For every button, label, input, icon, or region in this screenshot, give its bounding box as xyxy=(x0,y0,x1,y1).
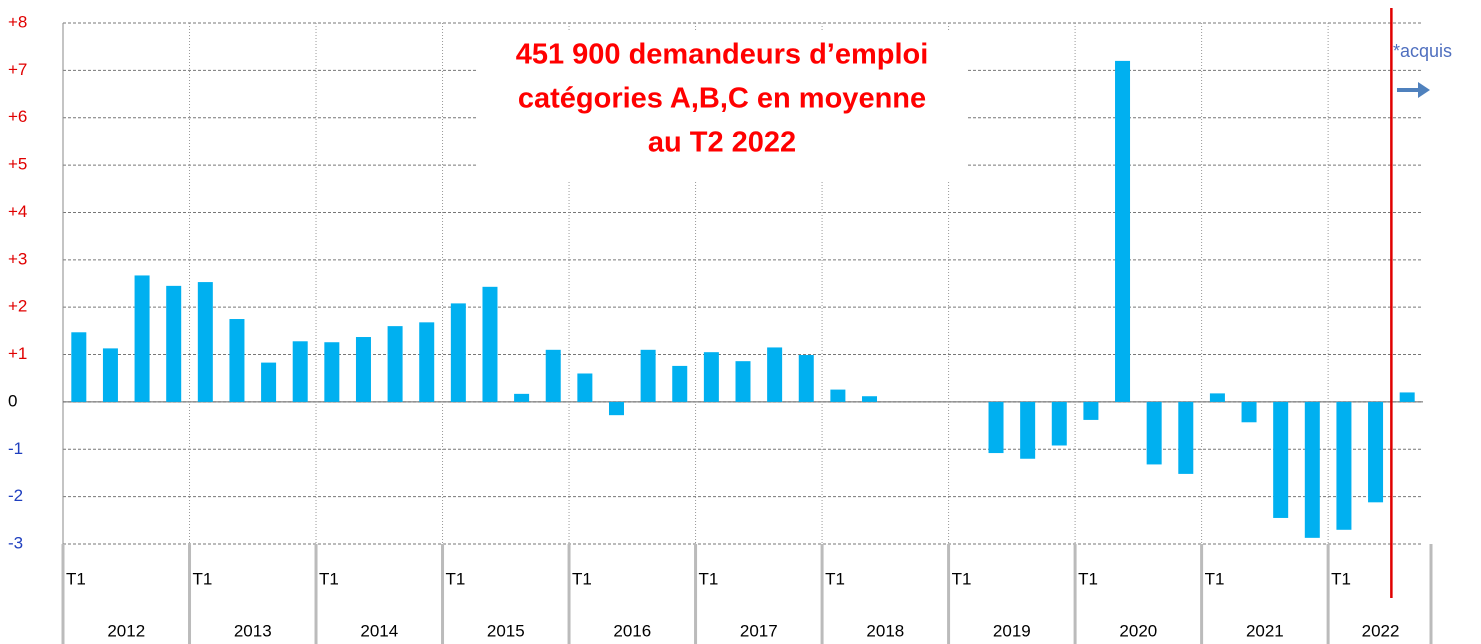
bar xyxy=(1051,401,1067,446)
y-tick-label: +3 xyxy=(8,249,27,268)
y-tick-label: +5 xyxy=(8,155,27,174)
bar xyxy=(166,285,182,402)
year-label: 2015 xyxy=(487,621,525,640)
bar xyxy=(1115,60,1131,402)
bar xyxy=(1273,401,1289,518)
bar xyxy=(514,393,530,402)
bar xyxy=(608,401,624,416)
bar xyxy=(71,332,87,402)
year-label: 2022 xyxy=(1362,621,1400,640)
bar xyxy=(1020,401,1036,459)
year-label: 2017 xyxy=(740,621,778,640)
y-tick-label: -1 xyxy=(8,439,23,458)
x-tick-label: T1 xyxy=(193,569,213,588)
year-label: 2012 xyxy=(107,621,145,640)
bar xyxy=(102,348,118,402)
x-tick-label: T1 xyxy=(1205,569,1225,588)
bar xyxy=(767,347,783,402)
bar xyxy=(1146,401,1162,465)
year-label: 2016 xyxy=(613,621,651,640)
year-label: 2014 xyxy=(360,621,398,640)
bar xyxy=(1209,393,1225,402)
chart-title: 451 900 demandeurs d’emploi xyxy=(516,39,929,71)
y-tick-label: +7 xyxy=(8,60,27,79)
year-label: 2021 xyxy=(1246,621,1284,640)
year-label: 2019 xyxy=(993,621,1031,640)
bar xyxy=(862,396,878,402)
x-tick-label: T1 xyxy=(952,569,972,588)
bar xyxy=(450,303,466,402)
bar xyxy=(292,341,308,402)
bar xyxy=(1241,401,1257,423)
x-tick-label: T1 xyxy=(319,569,339,588)
annotation: *acquis xyxy=(1393,41,1452,61)
bar xyxy=(419,322,435,402)
bar xyxy=(261,362,277,402)
x-tick-label: T1 xyxy=(699,569,719,588)
year-label: 2013 xyxy=(234,621,272,640)
x-tick-label: T1 xyxy=(1078,569,1098,588)
y-tick-label: +6 xyxy=(8,107,27,126)
chart-title: au T2 2022 xyxy=(648,127,796,159)
bar xyxy=(1304,401,1320,538)
bar xyxy=(1368,401,1384,503)
x-tick-label: T1 xyxy=(446,569,466,588)
x-tick-label: T1 xyxy=(1331,569,1351,588)
bar xyxy=(1336,401,1352,530)
bar xyxy=(830,389,846,402)
y-tick-label: +8 xyxy=(8,12,27,31)
chart-title: catégories A,B,C en moyenne xyxy=(518,83,926,115)
bar xyxy=(988,401,1004,454)
bar xyxy=(482,286,498,402)
title-box xyxy=(478,30,968,180)
x-tick-label: T1 xyxy=(572,569,592,588)
bar xyxy=(1083,401,1099,420)
y-tick-label: -2 xyxy=(8,486,23,505)
bar xyxy=(197,282,213,402)
year-label: 2020 xyxy=(1119,621,1157,640)
arrow xyxy=(1397,82,1430,98)
bar xyxy=(387,326,403,402)
y-tick-label: +4 xyxy=(8,202,27,221)
bar xyxy=(798,355,814,402)
bar xyxy=(1399,392,1415,402)
y-tick-label: +2 xyxy=(8,297,27,316)
x-tick-label: T1 xyxy=(825,569,845,588)
bar xyxy=(324,342,340,402)
bar xyxy=(703,352,719,402)
x-tick-label: T1 xyxy=(66,569,86,588)
bar xyxy=(672,365,688,402)
bar xyxy=(640,349,656,402)
y-tick-label: 0 xyxy=(8,391,17,410)
y-tick-label: -3 xyxy=(8,533,23,552)
bar xyxy=(1178,401,1194,474)
bar xyxy=(229,319,245,402)
bar xyxy=(577,373,593,402)
y-tick-label: +1 xyxy=(8,344,27,363)
bar xyxy=(355,337,371,402)
bars xyxy=(71,8,1415,598)
bar xyxy=(735,361,751,402)
year-label: 2018 xyxy=(866,621,904,640)
bar xyxy=(134,275,150,402)
bar xyxy=(545,349,561,402)
